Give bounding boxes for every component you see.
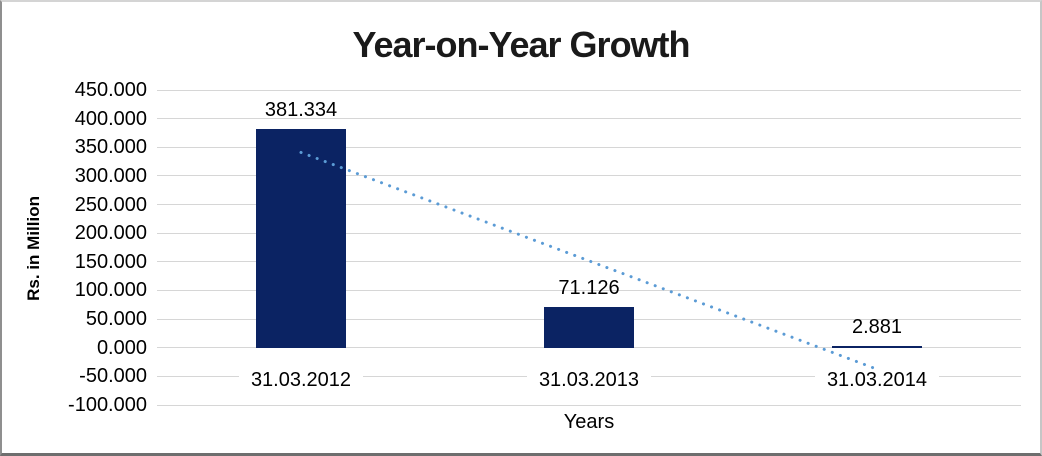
y-tick-label: 350.000 (74, 136, 147, 159)
y-tick-label: 300.000 (74, 164, 147, 187)
y-tick-label: 0.000 (96, 336, 147, 359)
x-tick-label: 31.03.2014 (815, 368, 939, 392)
y-tick-label: 100.000 (74, 279, 147, 302)
bar (832, 345, 922, 348)
gridline (157, 89, 1021, 91)
gridline (157, 404, 1021, 406)
bar (256, 129, 346, 348)
bar-value-label: 2.881 (851, 315, 903, 338)
x-tick-label: 31.03.2012 (239, 368, 363, 392)
bar-value-label: 71.126 (558, 277, 620, 300)
chart-title: Year-on-Year Growth (352, 24, 690, 65)
gridline (157, 118, 1021, 120)
y-tick-label: 450.000 (74, 79, 147, 101)
y-tick-label: -50.000 (79, 365, 147, 388)
gridline (157, 146, 1021, 148)
y-tick-label: 250.000 (74, 193, 147, 216)
bar (544, 307, 634, 348)
y-tick-label: 400.000 (74, 107, 147, 130)
y-tick-label: -100.000 (68, 394, 147, 417)
bar-value-label: 381.334 (264, 99, 338, 122)
y-tick-label: 150.000 (74, 250, 147, 273)
y-tick-label: 200.000 (74, 222, 147, 245)
x-tick-label: 31.03.2013 (527, 368, 651, 392)
y-tick-label: 50.000 (85, 308, 147, 331)
x-axis-title: Years (563, 411, 615, 433)
